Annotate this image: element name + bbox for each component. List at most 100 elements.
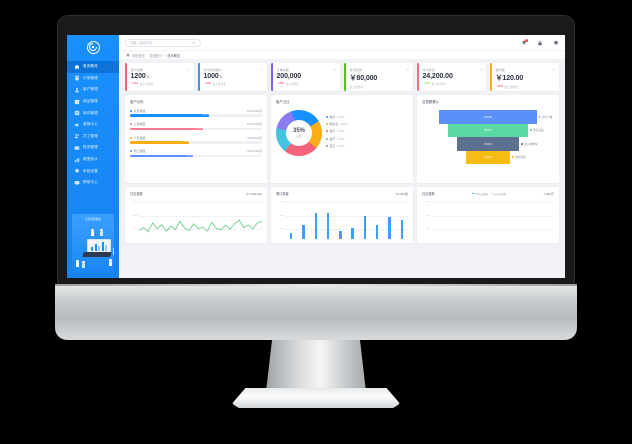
progress-fill: 48% [130, 154, 194, 158]
home-icon [74, 64, 80, 70]
mid-chart-row: 客户分布 北京地区 600/1000家 60% 上海地区 600/1000家 55% 广东地… [125, 95, 559, 183]
stat-card-2[interactable]: 订单总额 200,000 ↑ 18% 较上月增长 [271, 63, 340, 91]
stat-card-0[interactable]: 客户总数 1200家 ↑ 13% 较上月新增 [125, 63, 194, 91]
illustration-person [113, 247, 114, 255]
chart-card-2: 月交易额 今年交易额 去年交易额 1,300万 1500 1000 500 [417, 187, 559, 243]
donut-legend-item-2[interactable]: 教育 10000 [326, 129, 408, 133]
donut-legend-item-3[interactable]: 医疗 10000 [326, 137, 408, 141]
bar-1[interactable] [302, 224, 305, 239]
gear-icon[interactable] [187, 67, 190, 71]
sidebar-item-1[interactable]: 订单管理 [67, 73, 119, 85]
stat-delta: ↑ 32% [495, 85, 503, 88]
chart-legend-item-1[interactable]: 去年交易额 [490, 192, 506, 196]
bar-2[interactable] [314, 213, 317, 239]
main-area: 请输入搜索内容 5 [119, 35, 565, 278]
sidebar-item-10[interactable]: 帮助中心 [67, 177, 119, 189]
stat-card-1[interactable]: 本月新增客户 1000家 ↑ 10% 较上月增长 [198, 63, 267, 91]
sidebar-promo-card[interactable]: 企业管理系统 [72, 214, 114, 272]
brand-logo[interactable] [67, 35, 119, 59]
sidebar-item-3[interactable]: 商品管理 [67, 96, 119, 108]
stat-title: 客户总数 [130, 67, 143, 72]
bell-icon[interactable]: 5 [521, 38, 528, 46]
bar-5[interactable] [351, 227, 354, 239]
stat-value: ￥80,000 [349, 75, 378, 82]
illustration-person [76, 259, 79, 267]
target-logo-icon [86, 40, 100, 54]
search-icon[interactable] [192, 40, 196, 45]
donut-legend-item-0[interactable]: 电商 10000 [326, 115, 408, 119]
gear-icon[interactable] [406, 67, 409, 71]
progress-label: 北京地区 [133, 109, 146, 113]
sidebar-item-0[interactable]: 首页概览 [67, 61, 119, 73]
donut-ring[interactable]: 35% 占比 [276, 110, 322, 156]
bar-7[interactable] [376, 224, 379, 239]
bar-0[interactable] [289, 232, 293, 239]
gear-icon[interactable] [333, 67, 336, 71]
illustration-laptop-screen [87, 239, 111, 253]
legend-dot [326, 123, 328, 126]
funnel-chart: 10000 访问人数 8000 浏览商品 5000 加入购物车 1000 成交转化 [422, 110, 554, 176]
customer-ratio-card: 客户占比 35% 占比 电商 10000 制造业 10000 教育 10000 医疗 1000… [271, 95, 413, 183]
search-input[interactable]: 请输入搜索内容 [125, 38, 201, 47]
monitor-bezel: 首页概览 订单管理 客户管理 商品管理 库存管理 营销中心 员工管理 财务管理 数据统计 系统设置… [58, 16, 574, 284]
y-tick-0: 1500 [424, 201, 430, 204]
progress-value: 400/1000家 [247, 135, 262, 140]
donut-legend-item-1[interactable]: 制造业 10000 [326, 122, 408, 126]
y-tick-2: 500 [426, 227, 430, 230]
donut-center-value: 35% [292, 127, 305, 134]
progress-item-0: 北京地区 600/1000家 60% [130, 109, 262, 117]
gear-icon[interactable] [479, 67, 482, 71]
bar-9[interactable] [400, 220, 404, 239]
sidebar-item-4[interactable]: 库存管理 [67, 107, 119, 119]
gear-icon[interactable] [552, 67, 555, 71]
stat-delta: ↓ 22% [422, 82, 430, 85]
gear-icon[interactable] [260, 67, 263, 71]
y-tick-2: 1000 [132, 227, 138, 230]
sidebar-item-label: 帮助中心 [83, 180, 98, 185]
lock-icon[interactable] [537, 40, 543, 46]
home-icon[interactable] [126, 53, 130, 57]
y-tick-1: 2000 [132, 214, 138, 217]
breadcrumb-item-2: 首页概览 [167, 53, 181, 58]
breadcrumb-item-0[interactable]: 系统首页 [132, 53, 145, 58]
chart-legend-item-0[interactable]: 今年交易额 [472, 192, 488, 196]
chart-plot: 1500 1000 500 [422, 199, 554, 239]
y-tick-0: 3000 [132, 201, 138, 204]
bar-series [431, 199, 554, 239]
bar-8[interactable] [388, 217, 391, 239]
funnel-stage-label: 访问人数 [537, 115, 552, 119]
sidebar-item-5[interactable]: 营销中心 [67, 119, 119, 131]
sidebar-item-6[interactable]: 员工管理 [67, 131, 119, 143]
funnel-stage-value: 5000 [484, 141, 492, 146]
funnel-stage-2[interactable]: 5000 [456, 137, 520, 151]
sidebar-item-9[interactable]: 系统设置 [67, 165, 119, 177]
legend-dot [512, 156, 515, 159]
sidebar-item-7[interactable]: 财务管理 [67, 142, 119, 154]
sidebar-item-8[interactable]: 数据统计 [67, 154, 119, 166]
funnel-stage-1[interactable]: 8000 [447, 123, 529, 137]
legend-dot [530, 129, 532, 132]
stat-delta: ↑ 18% [276, 82, 284, 85]
gear-icon[interactable] [553, 39, 559, 46]
bar-3[interactable] [326, 212, 330, 239]
stat-value: 1200家 [130, 73, 150, 80]
legend-dot [472, 192, 474, 195]
breadcrumb-separator: / [146, 53, 148, 57]
bar-4[interactable] [339, 230, 342, 239]
stat-accent-bar [490, 63, 492, 91]
stat-card-3[interactable]: 本月回款 ￥80,000 较上月持平 [344, 63, 413, 91]
funnel-stage-3[interactable]: 1000 [465, 150, 511, 164]
funnel-stage-0[interactable]: 10000 [439, 110, 537, 124]
sidebar-item-2[interactable]: 客户管理 [67, 84, 119, 96]
stat-card-4[interactable]: 本月支出 24,200.00 ↓ 22% 较上月下降 [417, 63, 486, 91]
progress-label: 广东地区 [133, 135, 146, 140]
breadcrumb-item-1[interactable]: 数据统计 [149, 53, 163, 58]
bar-6[interactable] [363, 215, 367, 239]
stat-title: 盈利额 [495, 67, 505, 72]
legend-label: 其它 [329, 143, 336, 148]
progress-pct-label: 48% [187, 154, 192, 157]
donut-legend-item-4[interactable]: 其它 10000 [326, 144, 408, 148]
layers-icon [74, 110, 80, 116]
stat-card-5[interactable]: 盈利额 ￥120.00 ↑ 32% 较上月增长 [490, 63, 559, 91]
